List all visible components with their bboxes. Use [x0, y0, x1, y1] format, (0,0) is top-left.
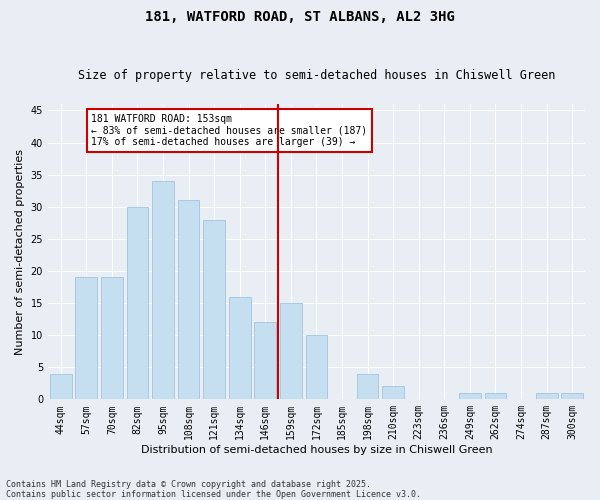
Bar: [178, 200, 199, 400]
Bar: [562, 393, 583, 400]
Bar: [280, 303, 302, 400]
Text: Contains HM Land Registry data © Crown copyright and database right 2025.
Contai: Contains HM Land Registry data © Crown c…: [6, 480, 421, 499]
Bar: [459, 393, 481, 400]
Bar: [101, 278, 123, 400]
Bar: [127, 206, 148, 400]
Y-axis label: Number of semi-detached properties: Number of semi-detached properties: [15, 148, 25, 354]
Bar: [254, 322, 276, 400]
Bar: [50, 374, 71, 400]
Text: 181, WATFORD ROAD, ST ALBANS, AL2 3HG: 181, WATFORD ROAD, ST ALBANS, AL2 3HG: [145, 10, 455, 24]
Text: 181 WATFORD ROAD: 153sqm
← 83% of semi-detached houses are smaller (187)
17% of : 181 WATFORD ROAD: 153sqm ← 83% of semi-d…: [91, 114, 368, 147]
Bar: [229, 296, 251, 400]
X-axis label: Distribution of semi-detached houses by size in Chiswell Green: Distribution of semi-detached houses by …: [140, 445, 492, 455]
Bar: [485, 393, 506, 400]
Bar: [536, 393, 557, 400]
Bar: [382, 386, 404, 400]
Bar: [76, 278, 97, 400]
Bar: [152, 181, 174, 400]
Bar: [357, 374, 379, 400]
Bar: [305, 335, 328, 400]
Title: Size of property relative to semi-detached houses in Chiswell Green: Size of property relative to semi-detach…: [78, 69, 555, 82]
Bar: [203, 220, 225, 400]
